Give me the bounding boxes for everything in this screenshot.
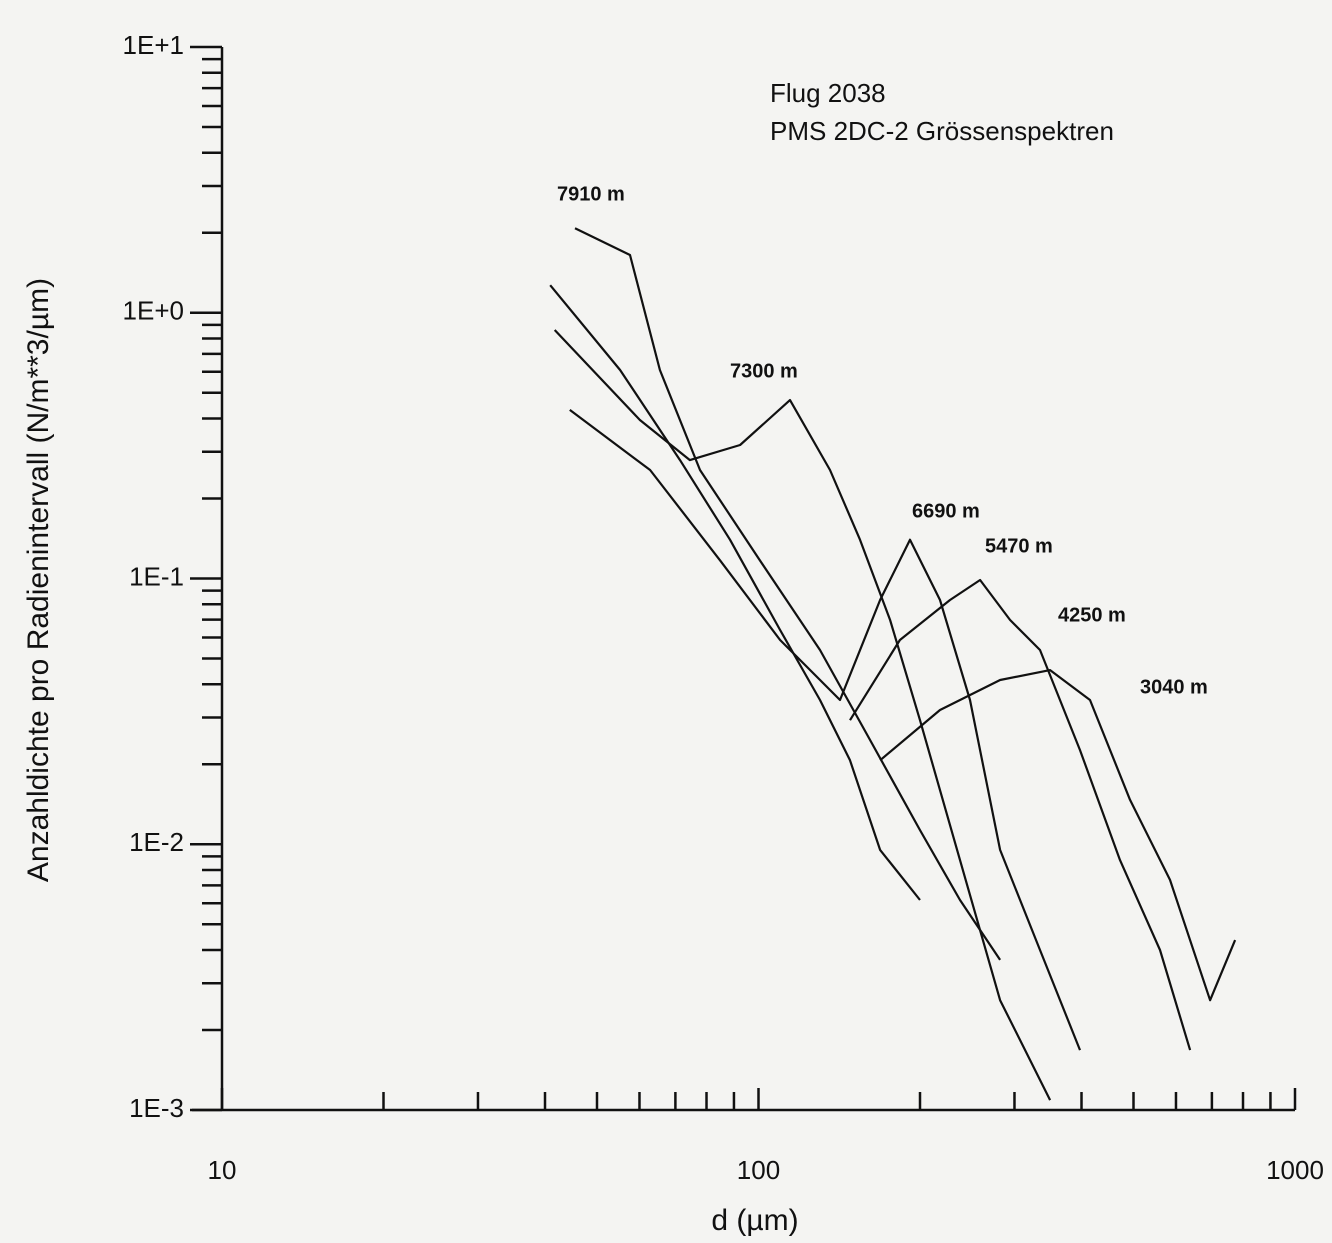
y-axis-title: Anzahldichte pro Radienintervall (N/m**3… [22,278,55,882]
series-label: 3040 m [1140,676,1208,698]
series-line [574,227,1002,961]
y-tick-label: 1E-1 [129,561,184,591]
x-tick-label: 10 [208,1155,237,1185]
x-tick-label: 1000 [1266,1155,1324,1185]
series-label: 5470 m [985,535,1053,557]
series-label: 6690 m [912,500,980,522]
series-line [569,409,1082,1051]
annotation: PMS 2DC-2 Grössenspektren [770,116,1114,146]
series-line [879,669,1237,1002]
y-tick-label: 1E-2 [129,827,184,857]
series-label: 4250 m [1058,604,1126,626]
series-label: 7300 m [730,360,798,382]
series-label: 7910 m [557,183,625,205]
series-line [553,329,1052,1101]
annotation: Flug 2038 [770,78,886,108]
series-line [549,284,921,901]
x-axis-title: d (µm) [711,1204,798,1237]
series-line [849,578,1192,1051]
y-tick-label: 1E-3 [129,1093,184,1123]
y-tick-label: 1E+1 [123,30,184,60]
y-tick-label: 1E+0 [123,296,184,326]
x-tick-label: 100 [737,1155,780,1185]
